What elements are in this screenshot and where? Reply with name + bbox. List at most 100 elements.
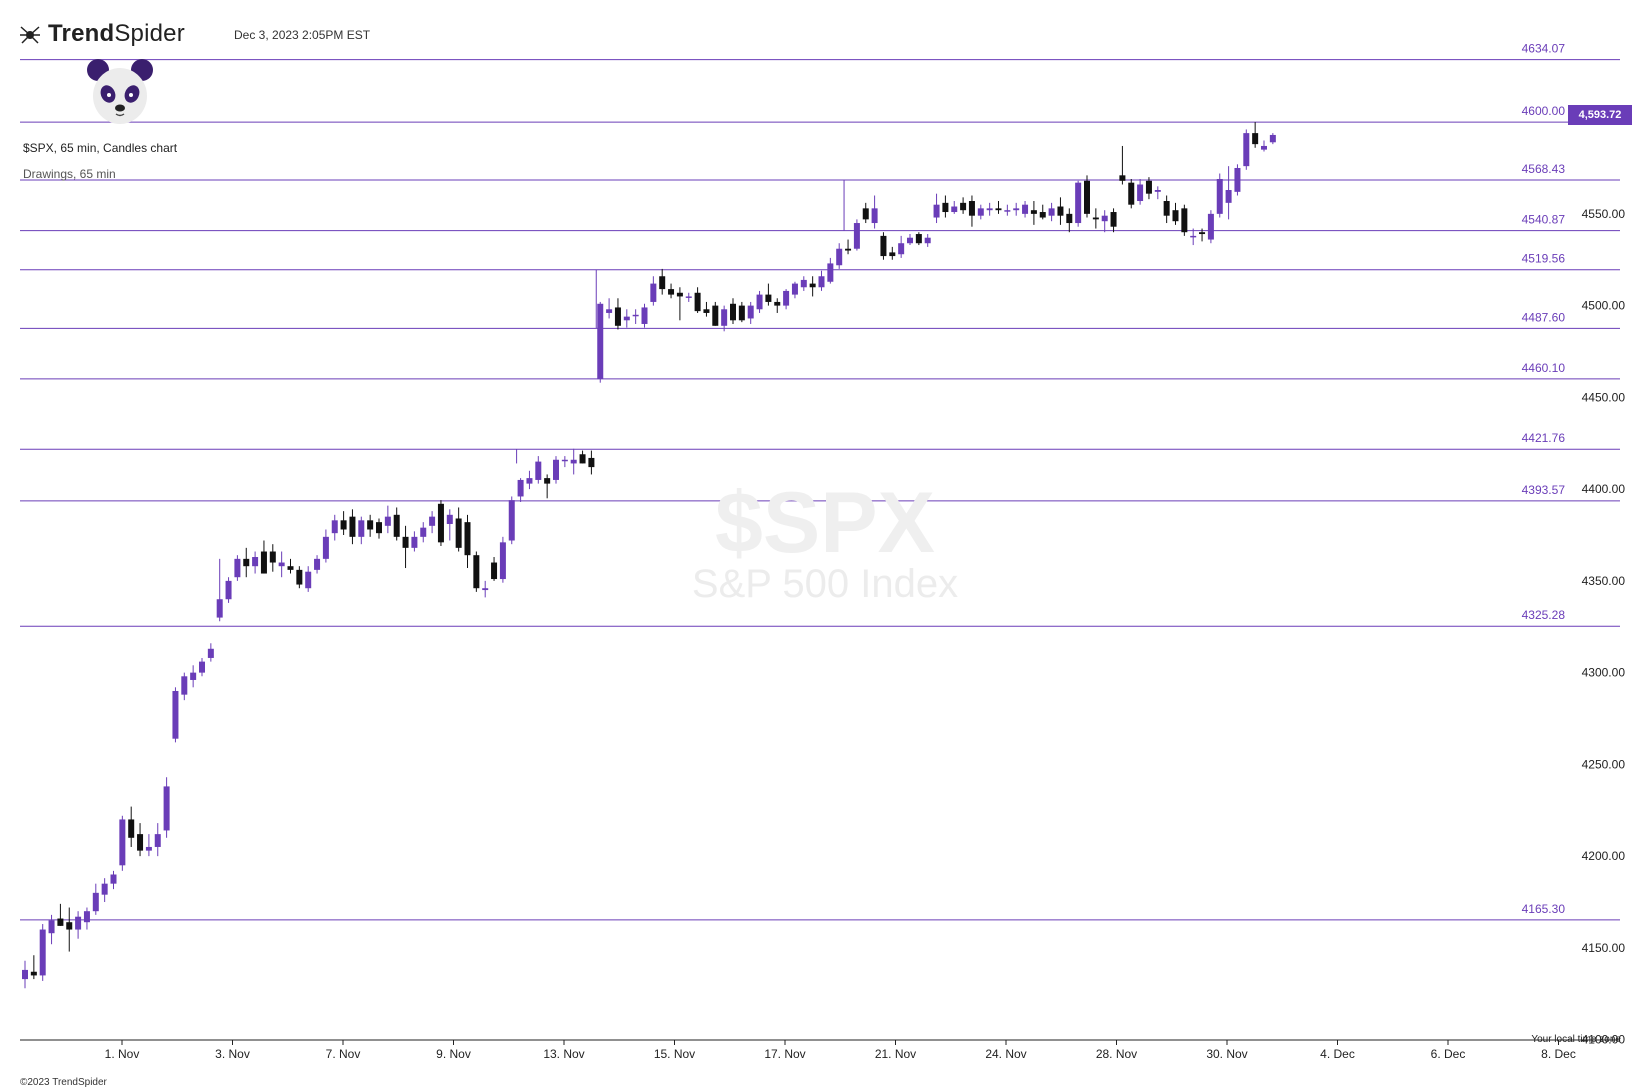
candle-body — [907, 237, 913, 244]
candle — [526, 470, 533, 490]
candle-body — [1181, 208, 1188, 233]
candle — [995, 201, 1002, 214]
candle — [676, 287, 683, 321]
candle-body — [1172, 210, 1179, 222]
candle-body — [199, 661, 205, 673]
candle — [614, 298, 621, 330]
x-tick-label: 1. Nov — [105, 1047, 140, 1061]
candle — [1225, 166, 1232, 220]
candle — [181, 672, 188, 701]
candle-body — [960, 202, 967, 211]
candle-body — [641, 307, 648, 324]
candle — [48, 914, 55, 945]
candle-body — [544, 478, 551, 484]
candle-body — [1057, 206, 1064, 216]
candle — [1172, 202, 1179, 225]
candle-body — [384, 516, 391, 526]
candle — [853, 219, 860, 251]
trendspider-logo[interactable]: TrendSpider — [18, 20, 185, 48]
candle-body — [1252, 133, 1259, 145]
candle — [597, 301, 604, 383]
candle-body — [853, 223, 860, 249]
range-boxes-layer — [516, 180, 845, 464]
panda-avatar[interactable] — [86, 56, 154, 128]
candle — [730, 298, 736, 324]
candle-body — [145, 846, 152, 851]
candle-body — [800, 279, 807, 288]
candle-body — [756, 294, 763, 310]
candle-body — [632, 314, 639, 317]
drawings-label[interactable]: Drawings, 65 min — [23, 167, 116, 181]
candle-body — [836, 248, 843, 266]
candle-body — [225, 580, 232, 600]
candle — [1154, 186, 1161, 200]
candle — [1128, 178, 1135, 209]
candle-body — [1084, 180, 1090, 214]
candle — [287, 558, 294, 574]
candle — [1207, 210, 1214, 244]
candle — [915, 232, 922, 246]
candle-body — [1243, 133, 1250, 167]
candle-body — [871, 208, 878, 224]
candle — [455, 507, 462, 552]
candle — [623, 309, 630, 328]
candle-body — [685, 296, 692, 298]
candles-layer — [22, 122, 1276, 989]
candle-body — [190, 672, 197, 680]
candle — [632, 309, 639, 324]
candle — [508, 496, 515, 545]
candle-body — [137, 834, 144, 851]
candle — [207, 643, 214, 662]
candle-body — [1128, 182, 1135, 205]
candle-body — [1234, 167, 1241, 192]
candle-body — [1004, 210, 1011, 212]
level-label: 4325.28 — [1522, 608, 1566, 622]
candle-body — [260, 551, 267, 574]
candle — [809, 276, 816, 297]
candle — [836, 243, 843, 269]
candle — [1216, 173, 1223, 218]
candle-body — [455, 518, 462, 548]
candle-body — [968, 201, 975, 216]
candle-body — [101, 883, 108, 895]
candle — [216, 558, 223, 622]
candle — [101, 878, 108, 903]
timezone-label[interactable]: Your local time zone — [1531, 1034, 1621, 1045]
candle — [933, 193, 940, 224]
candle-body — [349, 516, 356, 537]
candle-body — [154, 834, 161, 847]
candle-body — [588, 457, 595, 468]
candle-body — [986, 208, 993, 211]
candle — [968, 195, 975, 227]
candle-body — [376, 522, 382, 534]
candle-body — [128, 819, 135, 838]
candle-body — [314, 558, 321, 570]
candle — [252, 551, 259, 574]
y-tick-label: 4500.00 — [1582, 299, 1626, 313]
candle-body — [809, 283, 816, 288]
candle-body — [110, 874, 117, 884]
candle-body — [977, 208, 984, 216]
candle — [1252, 122, 1259, 148]
candle-body — [783, 290, 790, 306]
candle — [499, 536, 506, 583]
level-label: 4393.57 — [1522, 483, 1566, 497]
candle-body — [818, 276, 825, 288]
candle-body — [668, 289, 675, 295]
candle-body — [676, 292, 683, 297]
level-label: 4487.60 — [1522, 310, 1566, 324]
levels-layer: 4634.07 4600.00 4568.43 4540.87 4519.56 4487.… — [20, 42, 1620, 921]
candle-body — [597, 303, 604, 380]
candle — [66, 907, 73, 952]
candle — [1145, 177, 1152, 200]
candle-body — [1145, 180, 1152, 194]
candle-body — [862, 208, 869, 220]
candle — [1181, 204, 1188, 236]
candle-body — [296, 569, 303, 585]
candle — [1199, 228, 1206, 242]
x-tick-label: 3. Nov — [215, 1047, 250, 1061]
x-tick-label: 30. Nov — [1206, 1047, 1247, 1061]
x-tick-label: 7. Nov — [326, 1047, 361, 1061]
y-tick-label: 4200.00 — [1582, 849, 1626, 863]
